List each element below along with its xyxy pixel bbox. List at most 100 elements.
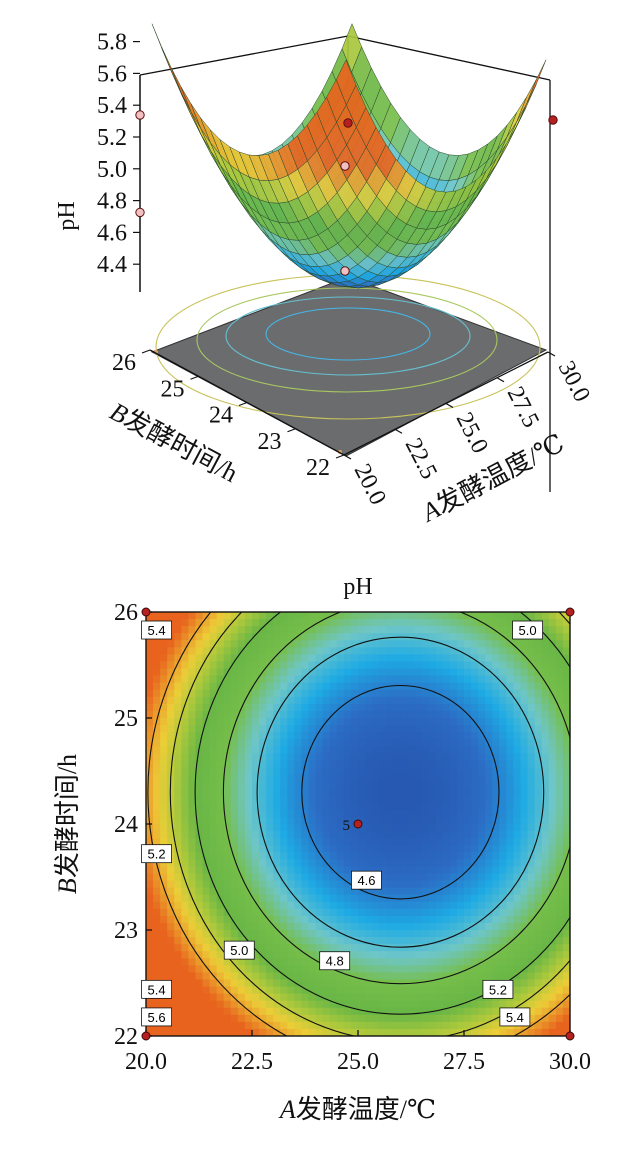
heat-cell <box>456 894 465 903</box>
heat-cell <box>471 633 479 641</box>
heat-cell <box>244 633 253 641</box>
heat-cell <box>534 1007 543 1016</box>
heat-cell <box>294 654 303 663</box>
heat-cell <box>322 725 331 733</box>
heat-cell <box>252 866 260 875</box>
heat-cell <box>153 887 161 896</box>
heat-cell <box>442 753 451 761</box>
heat-cell <box>365 746 373 754</box>
heat-cell <box>442 937 451 945</box>
heat-cell <box>527 640 536 648</box>
heat-cell <box>343 746 352 754</box>
heat-cell <box>372 922 380 931</box>
heat-cell <box>414 725 423 733</box>
heat-cell <box>499 852 507 860</box>
heat-cell <box>520 696 529 705</box>
heat-cell <box>471 647 479 655</box>
heat-cell <box>555 746 564 754</box>
heat-cell <box>471 838 479 846</box>
heat-cell <box>223 1014 232 1023</box>
heat-cell <box>548 781 557 790</box>
heat-cell <box>329 944 338 952</box>
heat-cell <box>244 866 253 875</box>
heat-cell <box>520 753 529 761</box>
heat-cell <box>216 802 225 811</box>
heat-cell <box>555 866 564 875</box>
heat-cell <box>350 838 359 846</box>
heat-cell <box>541 654 550 663</box>
heat-cell <box>146 732 154 740</box>
heat-cell <box>407 816 416 825</box>
heat-cell <box>421 937 430 945</box>
heat-cell <box>308 1028 317 1036</box>
heat-cell <box>492 1000 500 1009</box>
heat-cell <box>456 993 465 1002</box>
heat-cell <box>202 1021 211 1030</box>
heat-cell <box>322 781 331 790</box>
contour-label-box <box>141 979 173 999</box>
heat-cell <box>414 972 423 981</box>
heat-cell <box>471 612 479 620</box>
heat-cell <box>485 753 493 761</box>
heat-cell <box>188 922 197 931</box>
heat-cell <box>273 647 281 655</box>
heat-cell <box>435 901 444 910</box>
heat-cell <box>273 937 281 945</box>
heat-cell <box>343 993 352 1002</box>
heat-cell <box>386 1021 394 1030</box>
heat-cell <box>329 824 338 832</box>
design-point <box>565 607 575 617</box>
heat-cell <box>266 795 274 804</box>
heat-cell <box>562 852 570 860</box>
heat-cell <box>174 802 182 811</box>
heat-cell <box>520 1028 529 1036</box>
heat-cell <box>520 894 529 903</box>
heat-cell <box>527 781 536 790</box>
heat-cell <box>336 682 345 691</box>
heat-cell <box>315 852 324 860</box>
heat-cell <box>202 908 211 917</box>
heat-cell <box>456 908 465 917</box>
heat-cell <box>287 930 295 938</box>
heat-cell <box>181 915 189 924</box>
heat-cell <box>188 993 197 1002</box>
heat-cell <box>548 633 557 641</box>
heat-cell <box>287 809 295 818</box>
heat-cell <box>534 1014 543 1023</box>
heat-cell <box>329 739 338 747</box>
heat-cell <box>280 703 288 712</box>
heat-cell <box>449 993 458 1002</box>
heat-cell <box>252 972 260 981</box>
heat-cell <box>237 831 246 839</box>
heat-cell <box>223 880 232 889</box>
heat-cell <box>322 612 331 620</box>
heat-cell <box>562 795 570 804</box>
heat-cell <box>442 838 451 846</box>
b-tick-label: 22 <box>306 455 330 481</box>
heat-cell <box>343 972 352 981</box>
heat-cell <box>230 866 239 875</box>
heat-cell <box>195 972 204 981</box>
heat-cell <box>266 612 274 620</box>
heat-cell <box>230 831 239 839</box>
heat-cell <box>485 795 493 804</box>
heat-cell <box>350 746 359 754</box>
heat-cell <box>393 866 401 875</box>
heat-cell <box>329 703 338 712</box>
heat-cell <box>174 809 182 818</box>
heat-cell <box>393 661 401 670</box>
heat-cell <box>294 788 303 797</box>
heat-cell <box>266 647 274 655</box>
heat-cell <box>372 661 380 670</box>
heat-cell <box>386 958 394 966</box>
heat-cell <box>174 1014 182 1023</box>
heat-cell <box>435 619 444 627</box>
heat-cell <box>513 774 522 783</box>
heat-cell <box>160 901 168 910</box>
heat-cell <box>350 1028 359 1036</box>
heat-cell <box>266 640 274 648</box>
heat-cell <box>435 993 444 1002</box>
heat-cell <box>492 845 500 853</box>
heat-cell <box>181 661 189 670</box>
heat-cell <box>153 725 161 733</box>
